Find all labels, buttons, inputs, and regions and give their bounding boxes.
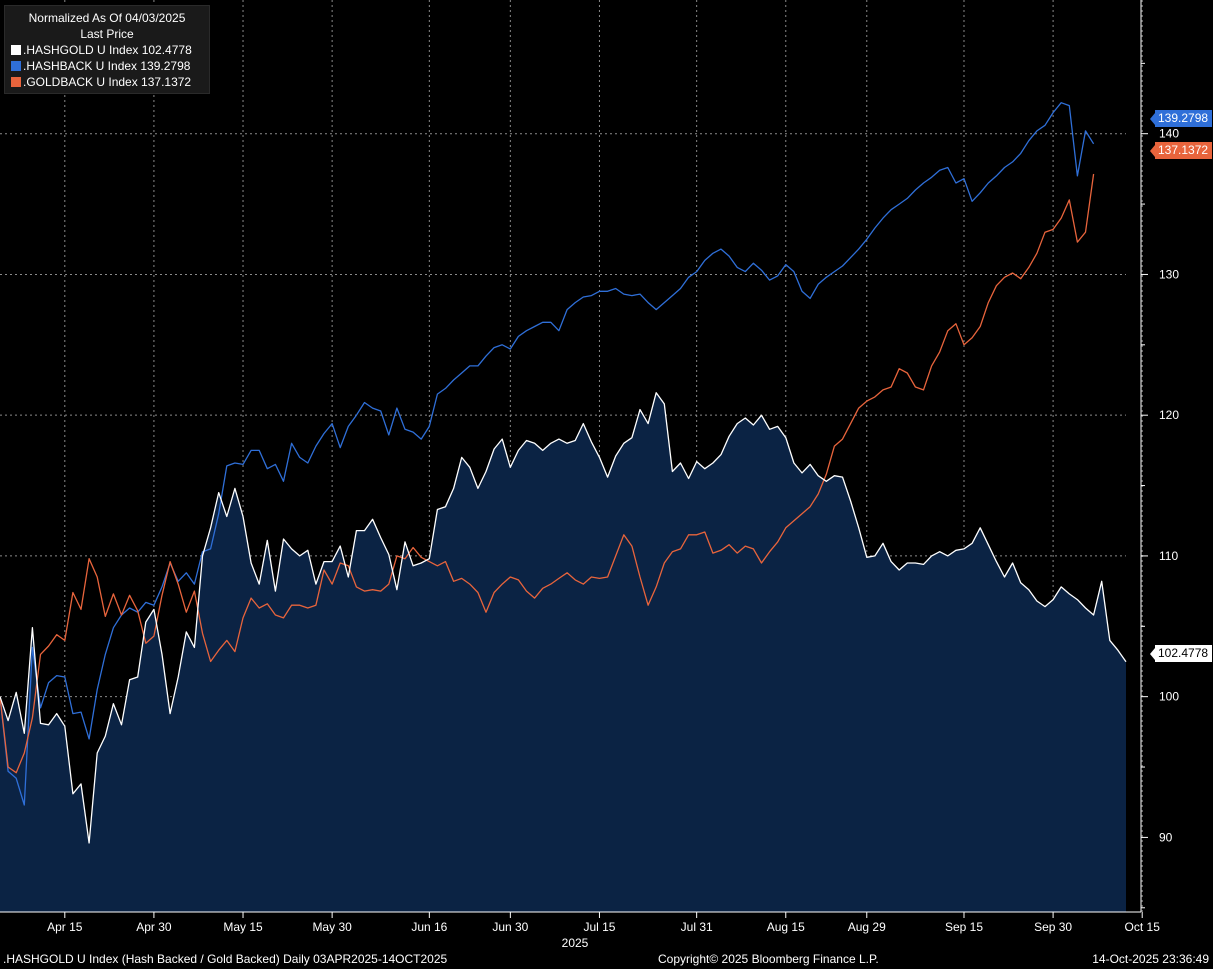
legend-swatch-goldback <box>11 77 21 87</box>
x-tick-label: Sep 30 <box>1034 920 1072 934</box>
y-tick-label: 140 <box>1159 127 1179 141</box>
footer-timestamp: 14-Oct-2025 23:36:49 <box>1092 952 1209 966</box>
x-tick-label: Apr 30 <box>136 920 172 934</box>
x-tick-label: Sep 15 <box>945 920 983 934</box>
x-tick-label: Apr 15 <box>47 920 83 934</box>
legend-label-goldback: .GOLDBACK U Index 137.1372 <box>23 75 192 89</box>
x-tick-label: Jun 30 <box>492 920 528 934</box>
x-tick-label: Aug 29 <box>848 920 886 934</box>
legend-label-hashgold: .HASHGOLD U Index 102.4778 <box>23 43 192 57</box>
legend-normalized-label: Normalized As Of 04/03/2025 <box>28 11 186 25</box>
y-tick-label: 130 <box>1159 267 1179 281</box>
y-tick-label: 100 <box>1159 690 1179 704</box>
x-axis-year-label: 2025 <box>562 936 589 950</box>
hashgold-series-line <box>0 392 1127 844</box>
hashgold-area <box>0 392 1126 912</box>
y-tick-label: 90 <box>1159 830 1173 844</box>
legend-item-hashgold: .HASHGOLD U Index 102.4778 <box>11 42 203 58</box>
last-price-label-goldback: 137.1372 <box>1149 142 1213 159</box>
legend-swatch-hashback <box>11 61 21 71</box>
series-lines <box>0 102 1127 844</box>
x-tick-label: Jul 31 <box>681 920 713 934</box>
axes: 90 100 110 120 130 140 Apr 15 Apr 30 May 15 May 3… <box>0 0 1179 950</box>
goldback-series-line <box>0 173 1095 774</box>
last-price-label-hashback: 139.2798 <box>1149 110 1213 127</box>
legend-label-hashback: .HASHBACK U Index 139.2798 <box>23 59 191 73</box>
x-tick-label: May 30 <box>312 920 352 934</box>
y-tick-label: 110 <box>1159 549 1178 563</box>
footer-copyright: Copyright© 2025 Bloomberg Finance L.P. <box>658 952 879 966</box>
legend-item-goldback: .GOLDBACK U Index 137.1372 <box>11 74 203 90</box>
last-price-label-hashgold: 102.4778 <box>1149 645 1213 662</box>
hashgold-area-fill <box>0 392 1126 912</box>
x-tick-label: May 15 <box>223 920 263 934</box>
x-tick-label: Jul 15 <box>583 920 615 934</box>
x-tick-label: Jun 16 <box>411 920 447 934</box>
x-tick-label: Oct 15 <box>1125 920 1161 934</box>
y-tick-label: 120 <box>1159 408 1179 422</box>
legend-last-price-label: Last Price <box>80 27 134 41</box>
legend-swatch-hashgold <box>11 45 21 55</box>
footer-description: .HASHGOLD U Index (Hash Backed / Gold Ba… <box>3 952 448 966</box>
legend: Normalized As Of 04/03/2025 Last Price .… <box>4 5 210 94</box>
hashback-series-line <box>0 102 1095 806</box>
legend-item-hashback: .HASHBACK U Index 139.2798 <box>11 58 203 74</box>
x-tick-label: Aug 15 <box>767 920 805 934</box>
